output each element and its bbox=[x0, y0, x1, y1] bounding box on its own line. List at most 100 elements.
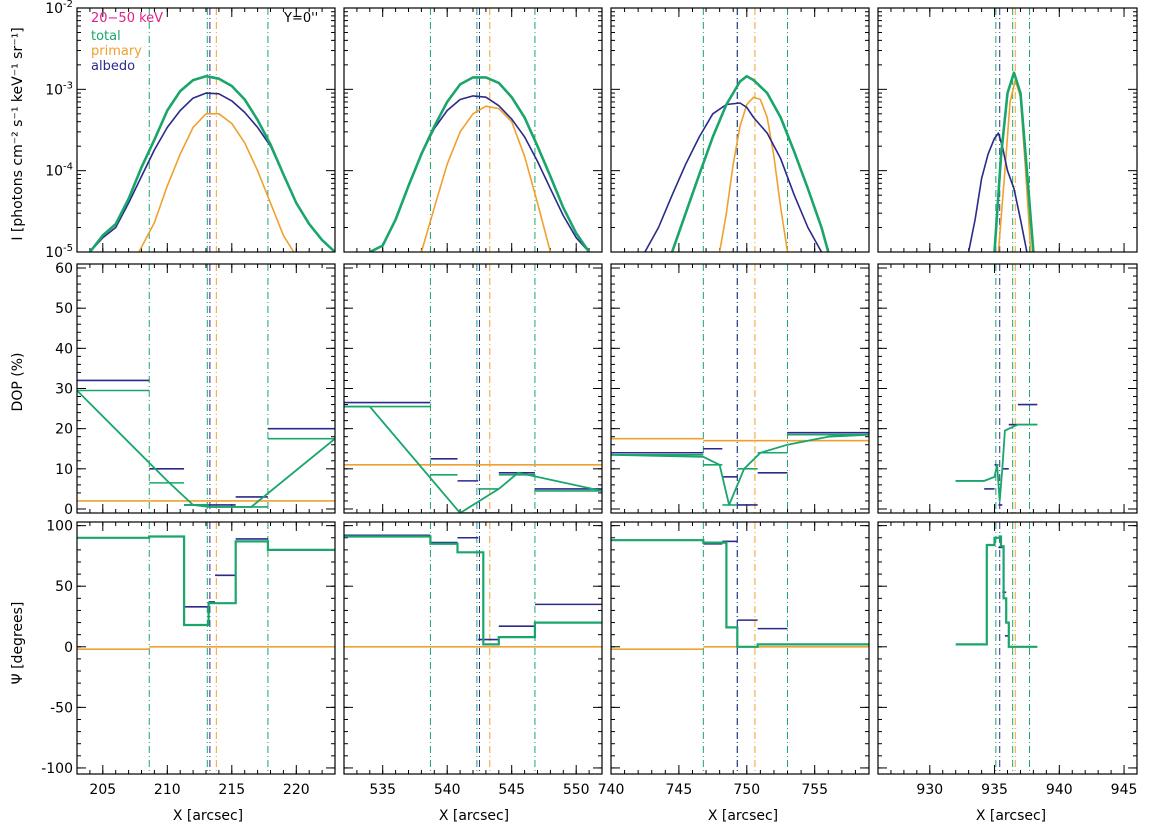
ticks bbox=[76, 264, 336, 513]
y-tick-label: 10-3 bbox=[45, 80, 73, 98]
y-tick-label: 100 bbox=[46, 519, 73, 535]
series-primary bbox=[420, 105, 552, 252]
series-albedo bbox=[967, 132, 1028, 252]
ticks bbox=[877, 522, 1138, 774]
panel-r1-c3 bbox=[877, 263, 1138, 514]
x-tick-label: 215 bbox=[218, 782, 245, 798]
ticks bbox=[343, 264, 603, 513]
series-total bbox=[369, 76, 591, 252]
series-primary bbox=[138, 113, 295, 252]
series-albedo bbox=[89, 92, 335, 252]
x-axis-label-col1: X [arcsec] bbox=[173, 808, 243, 824]
x-tick-label: 550 bbox=[563, 782, 590, 798]
plot-area bbox=[77, 522, 335, 774]
y-tick-label: 40 bbox=[55, 341, 73, 357]
panel-frame bbox=[877, 7, 1138, 253]
intensity-axis-label: I [photons cm⁻² s⁻¹ keV⁻¹ sr⁻¹] bbox=[10, 27, 26, 240]
tick-base: 10 bbox=[45, 164, 63, 180]
y-tick-label: 50 bbox=[55, 579, 73, 595]
dop-total-line bbox=[344, 405, 602, 513]
x-tick-label: 740 bbox=[598, 782, 625, 798]
panel-frame bbox=[877, 263, 1138, 514]
y-tick-label: 20 bbox=[55, 422, 73, 438]
tick-exp: -5 bbox=[63, 243, 73, 254]
y-tick-label: 10-4 bbox=[45, 162, 73, 180]
panel-r1-c2 bbox=[610, 263, 870, 514]
plot-area bbox=[369, 8, 591, 252]
y-tick-label: 10-5 bbox=[45, 243, 73, 261]
tick-exp: -4 bbox=[63, 162, 73, 173]
panel-r2-c3: 930 935 940 945 bbox=[877, 521, 1138, 798]
energy-label: 20−50 keV bbox=[91, 11, 163, 26]
x-tick-label: 935 bbox=[981, 782, 1008, 798]
dop-total-line bbox=[955, 423, 1038, 502]
panel-frame bbox=[343, 7, 603, 253]
plot-area bbox=[611, 522, 869, 774]
panel-r2-c1: 535 540 545 550 bbox=[343, 521, 603, 798]
x-tick-label: 210 bbox=[154, 782, 181, 798]
panel-r2-c2: 740 745 750 755 bbox=[598, 521, 870, 798]
psi-total-steps bbox=[611, 539, 869, 648]
x-tick-label: 745 bbox=[666, 782, 693, 798]
x-tick-label: 755 bbox=[801, 782, 828, 798]
plot-area bbox=[344, 522, 602, 774]
dop-axis-label: DOP (%) bbox=[10, 353, 26, 412]
panel-frame bbox=[76, 7, 336, 253]
legend-albedo: albedo bbox=[91, 59, 135, 74]
ticks bbox=[76, 522, 336, 774]
x-axis-label-col2: X [arcsec] bbox=[439, 808, 509, 824]
dop-total-line bbox=[611, 433, 869, 506]
y-tick-label: 10-2 bbox=[45, 0, 73, 17]
x-tick-label: 205 bbox=[89, 782, 116, 798]
series-total bbox=[88, 74, 335, 252]
x-tick-label: 540 bbox=[434, 782, 461, 798]
panel-frame bbox=[76, 263, 336, 514]
panel-r0-c2 bbox=[610, 7, 870, 253]
y-position-label: Y=0'' bbox=[283, 11, 318, 26]
ticks bbox=[877, 264, 1138, 513]
panel-frame bbox=[343, 521, 603, 775]
panel-frame bbox=[610, 263, 870, 514]
x-tick-label: 940 bbox=[1046, 782, 1073, 798]
plot-area bbox=[77, 264, 335, 513]
legend-total: total bbox=[91, 29, 121, 44]
plot-area bbox=[967, 8, 1035, 252]
plot-area bbox=[88, 8, 335, 252]
x-tick-label: 930 bbox=[916, 782, 943, 798]
y-tick-label: 60 bbox=[55, 261, 73, 277]
plot-area bbox=[955, 522, 1038, 774]
x-tick-label: 945 bbox=[1111, 782, 1138, 798]
plot-area bbox=[955, 264, 1038, 513]
series-total bbox=[993, 71, 1035, 252]
tick-exp: -3 bbox=[63, 80, 73, 91]
panel-frame bbox=[343, 263, 603, 514]
x-tick-label: 545 bbox=[498, 782, 525, 798]
plot-area bbox=[611, 264, 869, 513]
panel-frame bbox=[877, 521, 1138, 775]
psi-total-steps bbox=[955, 535, 1038, 648]
tick-base: 10 bbox=[45, 1, 63, 17]
panel-frame bbox=[76, 521, 336, 775]
ticks bbox=[610, 264, 870, 513]
x-tick-label: 220 bbox=[283, 782, 310, 798]
x-axis-label-col4: X [arcsec] bbox=[976, 808, 1046, 824]
panel-r0-c1 bbox=[343, 7, 603, 253]
ticks bbox=[343, 7, 603, 253]
y-tick-label: -50 bbox=[50, 700, 73, 716]
ticks bbox=[610, 522, 870, 774]
dop-total-line bbox=[77, 389, 335, 508]
y-tick-label: 0 bbox=[64, 640, 73, 656]
panel-r1-c1 bbox=[343, 263, 603, 514]
panel-r2-c0: -100 -50 0 50 100 205 210 215 220 bbox=[41, 519, 336, 798]
y-tick-label: 10 bbox=[55, 462, 73, 478]
x-axis-label-col3: X [arcsec] bbox=[708, 808, 778, 824]
panel-frame bbox=[610, 521, 870, 775]
tick-base: 10 bbox=[45, 245, 63, 261]
y-tick-label: 30 bbox=[55, 382, 73, 398]
panel-r0-c0: 10-510-410-310-2 bbox=[45, 0, 336, 261]
panel-r0-c3 bbox=[877, 7, 1138, 253]
x-tick-label: 750 bbox=[733, 782, 760, 798]
psi-axis-label: Ψ [degrees] bbox=[10, 602, 26, 685]
psi-total-steps bbox=[77, 535, 335, 627]
